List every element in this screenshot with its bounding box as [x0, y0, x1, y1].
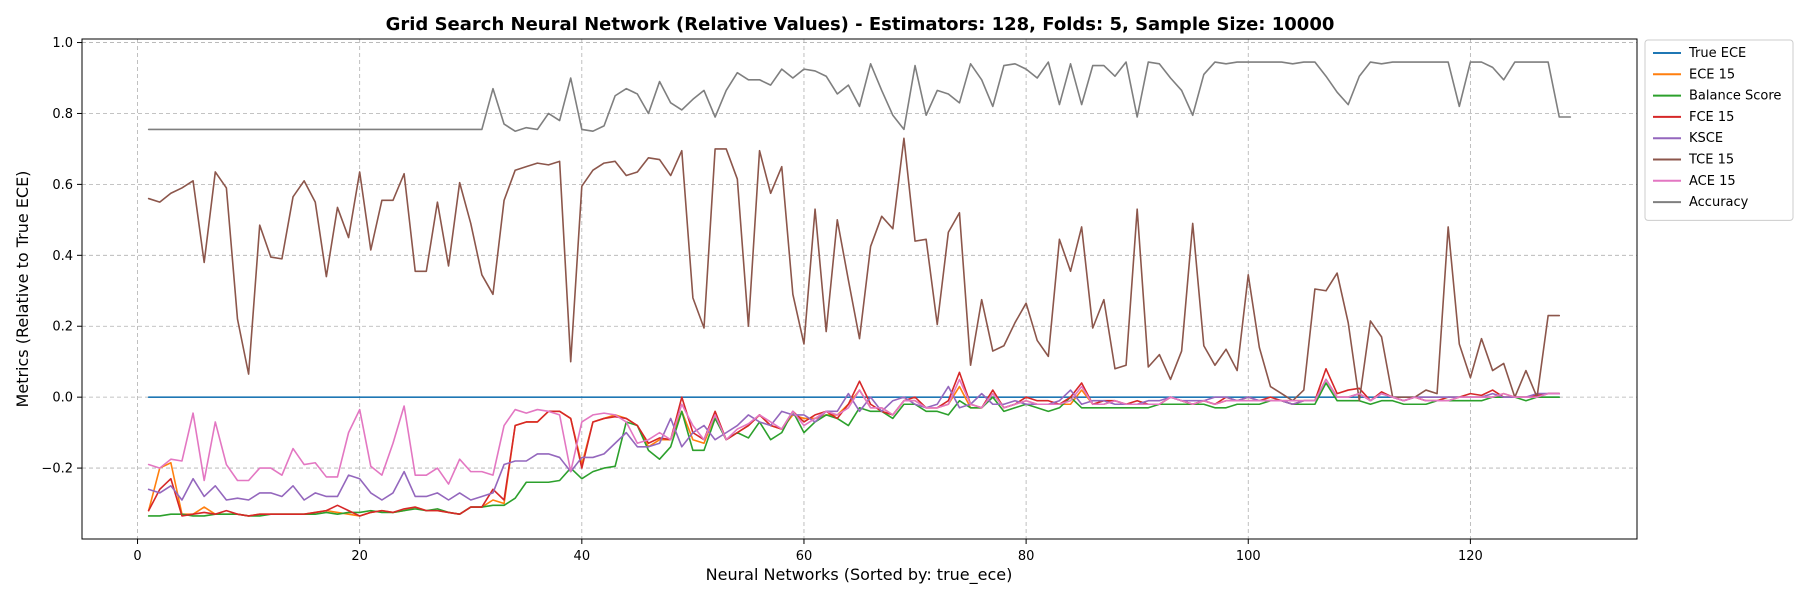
- legend-label-ksce: KSCE: [1689, 131, 1723, 146]
- series-line-accuracy: [147, 61, 1572, 132]
- legend-label-fce-15: FCE 15: [1689, 110, 1734, 125]
- x-tick-label: 100: [1236, 549, 1261, 564]
- y-tick-label: 0.6: [52, 178, 73, 193]
- x-axis: 0 20 40 60 80 100 120: [133, 539, 1483, 564]
- x-tick-label: 40: [574, 549, 591, 564]
- y-axis-label: Metrics (Relative to True ECE): [13, 171, 32, 408]
- legend-label-tce-15: TCE 15: [1688, 153, 1734, 168]
- series-lines: [147, 61, 1572, 517]
- legend-box: [1644, 39, 1794, 221]
- legend-label-ece-15: ECE 15: [1689, 67, 1735, 82]
- y-tick-label: 1.0: [52, 36, 73, 51]
- x-tick-label: 60: [796, 549, 813, 564]
- series-line-fce-15: [147, 367, 1561, 517]
- legend-label-ace-15: ACE 15: [1689, 174, 1736, 189]
- legend: True ECE ECE 15 Balance Score FCE 15 KSCE TCE…: [1644, 39, 1794, 221]
- series-line-tce-15: [147, 137, 1561, 402]
- x-tick-label: 80: [1018, 549, 1035, 564]
- series-line-ace-15: [147, 378, 1561, 485]
- plot-area-frame: [81, 38, 1638, 540]
- legend-label-accuracy: Accuracy: [1689, 195, 1749, 210]
- y-tick-label: −0.2: [41, 462, 73, 477]
- x-tick-label: 20: [351, 549, 368, 564]
- chart-title: Grid Search Neural Network (Relative Val…: [386, 14, 1335, 35]
- y-axis: −0.2 0.0 0.2 0.4 0.6 0.8 1.0: [41, 36, 82, 477]
- x-axis-label: Neural Networks (Sorted by: true_ece): [706, 565, 1013, 585]
- series-line-balance-score: [147, 382, 1561, 517]
- y-tick-label: 0.2: [52, 320, 73, 335]
- x-tick-label: 0: [133, 549, 141, 564]
- legend-label-true-ece: True ECE: [1688, 46, 1746, 61]
- x-tick-label: 120: [1458, 549, 1483, 564]
- y-tick-label: 0.8: [52, 107, 73, 122]
- legend-label-balance-score: Balance Score: [1689, 89, 1781, 104]
- y-tick-label: 0.4: [52, 249, 73, 264]
- y-tick-label: 0.0: [52, 391, 73, 406]
